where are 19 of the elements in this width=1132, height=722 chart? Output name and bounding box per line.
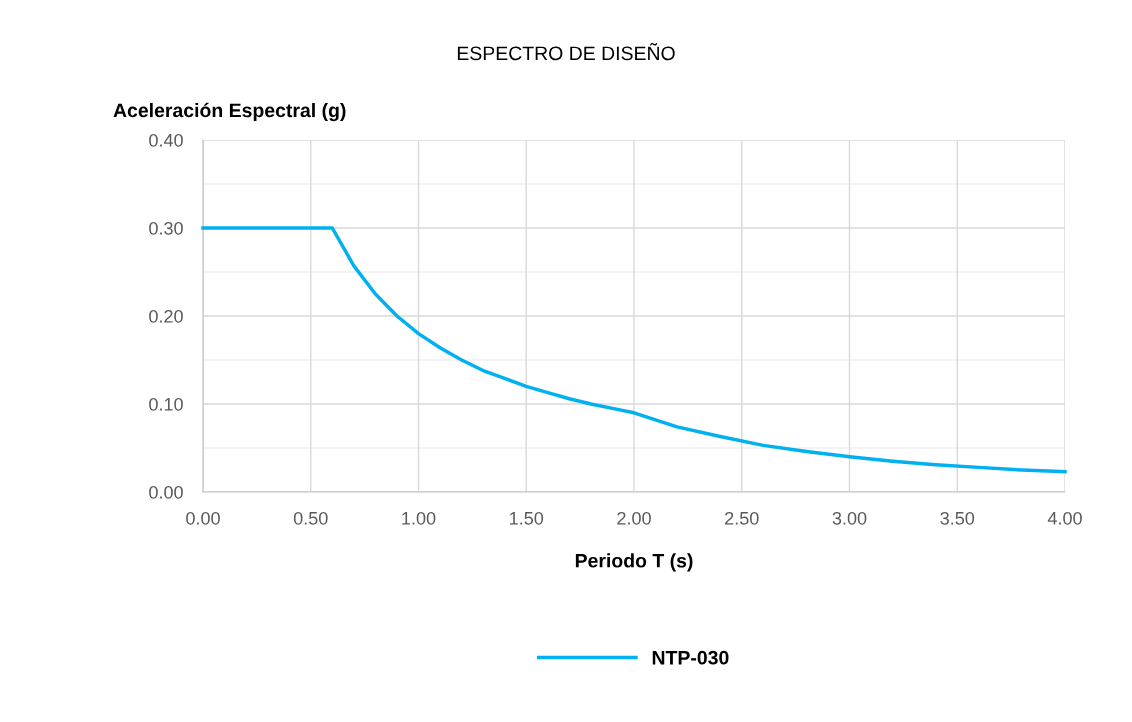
y-tick-label: 0.20 [149,309,183,323]
line-series [201,226,1067,474]
x-tick-label: 3.50 [940,511,975,525]
y-axis-title: Aceleración Espectral (g) [113,102,346,122]
chart-title: ESPECTRO DE DISEÑO [457,42,675,61]
y-tick-label: 0.00 [149,485,183,499]
x-tick-label: 1.50 [510,511,544,525]
x-tick-label: 0.50 [293,511,328,525]
x-tick-label: 2.50 [725,511,759,525]
text: NTP-030 [652,650,729,665]
x-axis-title: Periodo T (s) [575,553,693,572]
x-tick-label: 3.00 [832,511,867,525]
x-tick-label: 2.00 [617,511,651,525]
y-tick-label: 0.40 [149,133,183,147]
y-tick-label: 0.30 [149,221,183,235]
x-tick-label: 4.00 [1047,511,1082,525]
x-tick-label: 1.00 [402,511,436,525]
x-tick-label: 0.00 [186,511,220,525]
y-tick-label: 0.10 [149,397,183,411]
